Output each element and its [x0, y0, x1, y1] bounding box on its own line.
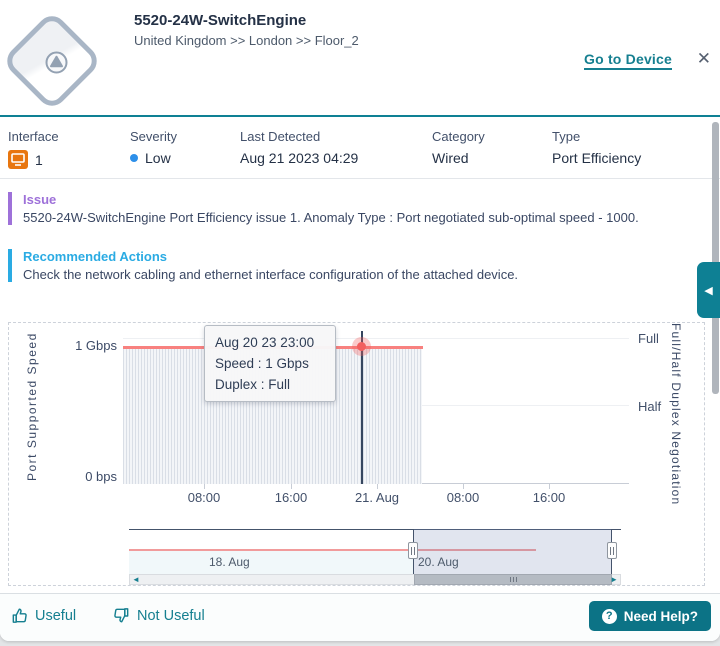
- navigator-speed-line: [129, 549, 536, 551]
- collapse-panel-tab[interactable]: ◀: [697, 262, 720, 318]
- severity-low-dot-icon: [130, 154, 138, 162]
- interface-number: 1: [35, 151, 43, 168]
- col-header-severity: Severity: [130, 129, 177, 144]
- navigator-label-20aug: 20. Aug: [418, 555, 459, 569]
- navigator-selected-range[interactable]: [413, 529, 612, 574]
- need-help-button[interactable]: ? Need Help?: [588, 601, 711, 631]
- last-detected-value: Aug 21 2023 04:29: [240, 150, 359, 166]
- navigator-scroll-left-icon[interactable]: ◄: [132, 575, 140, 584]
- chart-tooltip: Aug 20 23 23:00 Speed : 1 Gbps Duplex : …: [204, 325, 336, 402]
- tooltip-speed: Speed : 1 Gbps: [215, 356, 309, 371]
- col-header-category: Category: [432, 129, 485, 144]
- col-header-interface: Interface: [8, 129, 59, 144]
- header: 5520-24W-SwitchEngine United Kingdom >> …: [0, 0, 720, 115]
- question-mark-icon: ?: [601, 608, 617, 624]
- xtick-mark: [463, 484, 464, 489]
- xtick-label: 21. Aug: [354, 490, 400, 505]
- thumbs-up-icon: [12, 608, 27, 623]
- gridline-full: [123, 338, 629, 339]
- severity-text: Low: [145, 150, 171, 166]
- not-useful-label: Not Useful: [137, 607, 205, 624]
- ytick-0bps: 0 bps: [85, 469, 117, 484]
- xtick-mark: [549, 484, 550, 489]
- xtick-label: 08:00: [187, 490, 221, 505]
- type-value: Port Efficiency: [552, 150, 642, 166]
- footer: Useful Not Useful ? Need Help?: [0, 593, 720, 641]
- xtick-label: 16:00: [274, 490, 308, 505]
- rtick-full: Full: [638, 331, 659, 346]
- xtick-mark: [204, 484, 205, 489]
- range-navigator: 18. Aug 20. Aug ◄ ►: [129, 529, 621, 585]
- col-header-last-detected: Last Detected: [240, 129, 321, 144]
- thumbs-down-icon: [114, 608, 129, 623]
- useful-label: Useful: [35, 607, 77, 624]
- xtick-mark: [377, 484, 378, 489]
- collapse-arrow-icon: ◀: [704, 284, 713, 297]
- vertical-scrollbar[interactable]: [712, 122, 719, 394]
- interface-port-icon: [8, 150, 28, 169]
- device-logo-icon: [45, 51, 68, 74]
- tooltip-time: Aug 20 23 23:00: [215, 335, 315, 350]
- divider: [0, 115, 720, 117]
- issue-section: Issue 5520-24W-SwitchEngine Port Efficie…: [8, 192, 696, 225]
- interface-value: 1: [8, 150, 43, 169]
- port-speed-chart: Port Supported Speed 1 Gbps 0 bps 08:00 …: [8, 322, 705, 586]
- rtick-half: Half: [638, 399, 662, 414]
- category-value: Wired: [432, 150, 469, 166]
- navigator-label-18aug: 18. Aug: [209, 555, 250, 569]
- navigator-right-handle[interactable]: [607, 542, 617, 559]
- issue-summary-row: Interface 1 Severity Low Last Detected A…: [0, 117, 720, 179]
- go-to-device-link[interactable]: Go to Device: [584, 51, 672, 67]
- xtick-label: 16:00: [532, 490, 566, 505]
- tooltip-duplex: Duplex : Full: [215, 377, 291, 392]
- xtick-label: 08:00: [446, 490, 480, 505]
- close-icon[interactable]: ✕: [696, 49, 711, 68]
- navigator-scrollbar-thumb[interactable]: [414, 574, 612, 585]
- useful-button[interactable]: Useful: [10, 606, 76, 625]
- recommended-actions-text: Check the network cabling and ethernet i…: [23, 267, 519, 282]
- recommended-actions-label: Recommended Actions: [23, 249, 167, 264]
- col-header-type: Type: [552, 129, 581, 144]
- ytick-1gbps: 1 Gbps: [75, 338, 117, 353]
- navigator-left-handle[interactable]: [408, 542, 418, 559]
- navigator-scrollbar-track[interactable]: [129, 574, 621, 585]
- need-help-label: Need Help?: [623, 608, 698, 624]
- recommended-actions-section: Recommended Actions Check the network ca…: [8, 249, 696, 282]
- device-title: 5520-24W-SwitchEngine: [134, 12, 307, 29]
- y-axis-label-left: Port Supported Speed: [25, 332, 39, 481]
- issue-text: 5520-24W-SwitchEngine Port Efficiency is…: [23, 210, 639, 225]
- not-useful-button[interactable]: Not Useful: [112, 606, 205, 625]
- xtick-mark: [291, 484, 292, 489]
- navigator-outline: [129, 529, 621, 530]
- navigator-scroll-right-icon[interactable]: ►: [610, 575, 618, 584]
- location-breadcrumb: United Kingdom >> London >> Floor_2: [134, 33, 359, 48]
- issue-label: Issue: [23, 192, 57, 207]
- severity-value: Low: [130, 150, 171, 166]
- hover-crosshair: [361, 331, 363, 484]
- y-axis-label-right: Full/Half Duplex Negotiation: [669, 323, 683, 506]
- hover-point-marker: [357, 342, 366, 351]
- plot-area[interactable]: 08:00 16:00 21. Aug 08:00 16:00: [123, 331, 629, 505]
- navigator-area-fill: [129, 551, 413, 574]
